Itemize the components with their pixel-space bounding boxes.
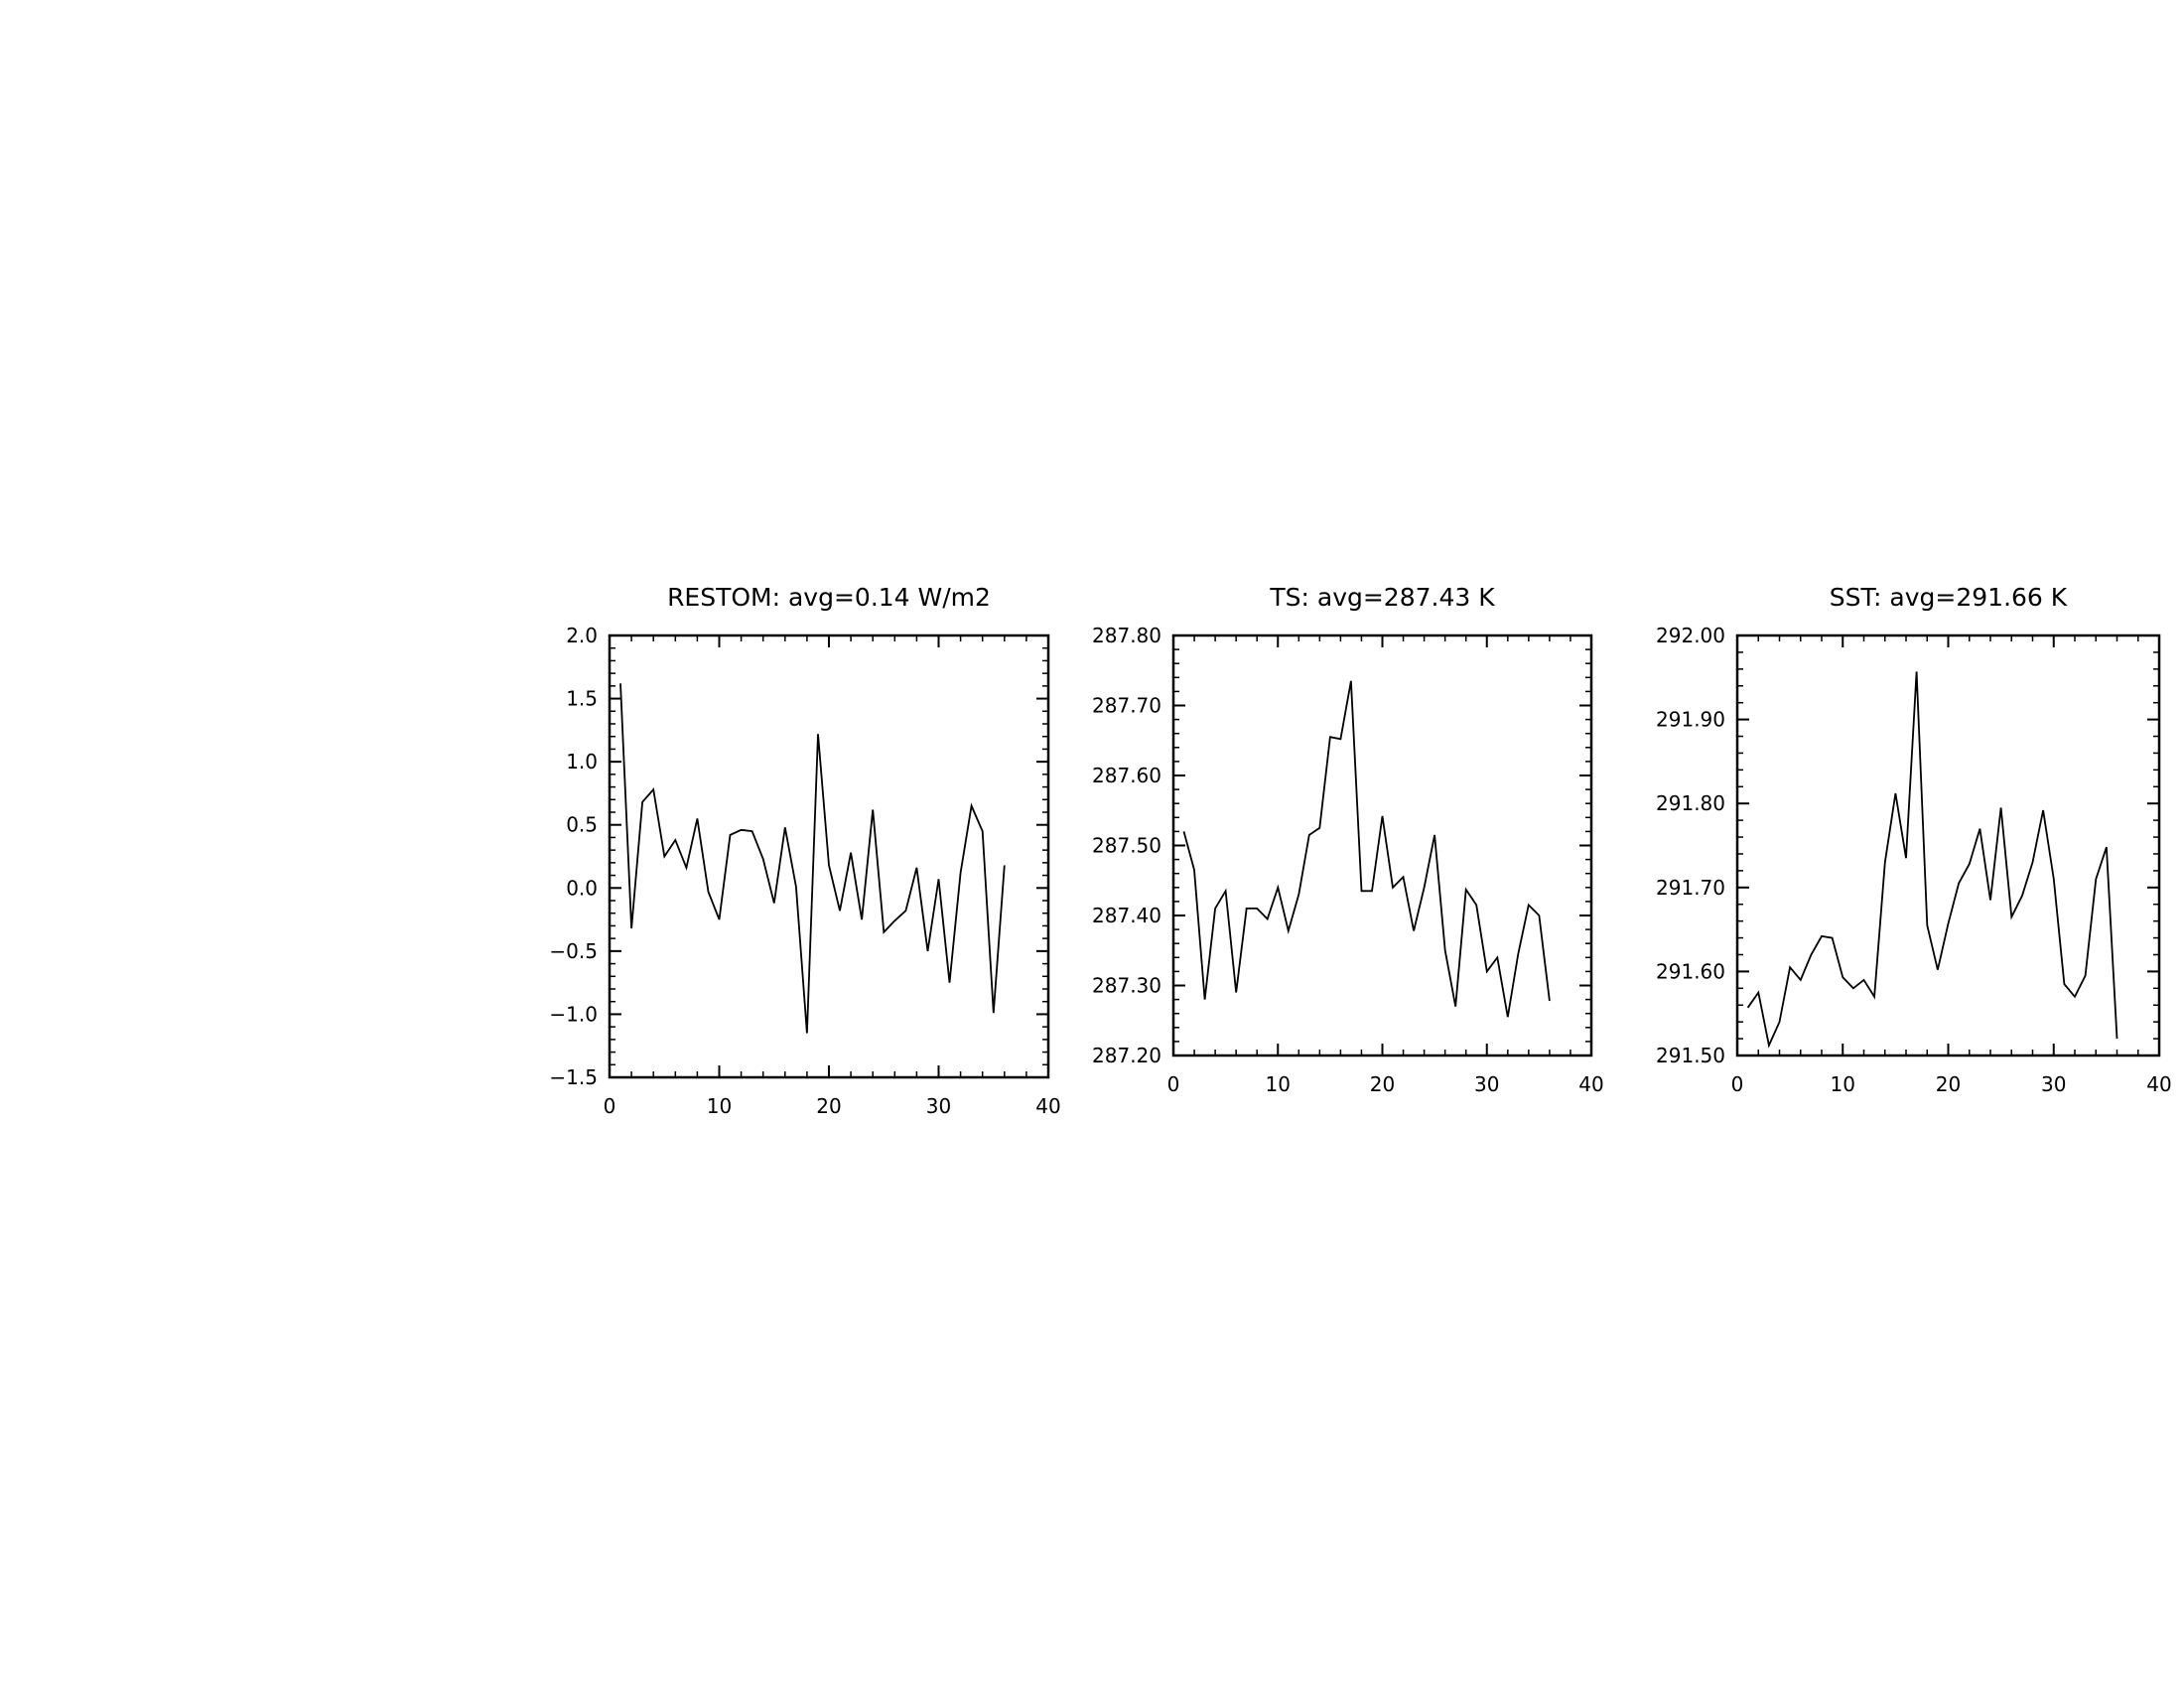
x-tick-label: 0 — [1167, 1072, 1180, 1096]
x-tick-label: 0 — [604, 1094, 616, 1118]
y-tick-label: 291.70 — [1656, 876, 1725, 900]
x-tick-label: 20 — [1370, 1072, 1395, 1096]
plot-frame — [1735, 633, 2161, 1057]
y-tick-label: 291.80 — [1656, 791, 1725, 815]
y-tick-label: 287.30 — [1092, 974, 1161, 998]
y-tick-label: 287.80 — [1092, 624, 1161, 647]
x-tick-label: 30 — [2041, 1072, 2066, 1096]
y-tick-label: 292.00 — [1656, 624, 1725, 647]
y-tick-label: 0.5 — [566, 813, 598, 837]
series-line — [619, 683, 1006, 1034]
y-tick-label: 287.50 — [1092, 834, 1161, 858]
chart-title: SST: avg=291.66 K — [1830, 583, 2068, 612]
x-tick-label: 30 — [926, 1094, 951, 1118]
y-tick-label: 291.90 — [1656, 708, 1725, 732]
x-tick-label: 40 — [2146, 1072, 2171, 1096]
y-tick-label: 287.40 — [1092, 904, 1161, 927]
y-tick-label: −0.5 — [549, 939, 598, 963]
y-tick-label: −1.0 — [549, 1002, 598, 1026]
chart-panel-1: RESTOM: avg=0.14 W/m2 0 10 20 30 40 −1.5 −1.0 −0… — [549, 583, 1060, 1118]
y-tick-label: −1.5 — [549, 1065, 598, 1089]
series-line — [1182, 680, 1551, 1018]
y-tick-label: 287.20 — [1092, 1044, 1161, 1067]
x-tick-label: 20 — [816, 1094, 841, 1118]
y-tick-label: 287.70 — [1092, 694, 1161, 718]
chart-panel-3: SST: avg=291.66 K 0 10 20 30 40 291.50 291.60 29… — [1656, 583, 2172, 1096]
chart-title: RESTOM: avg=0.14 W/m2 — [667, 583, 991, 612]
y-tick-label: 287.60 — [1092, 764, 1161, 787]
y-tick-label: 1.5 — [566, 687, 598, 711]
y-tick-label: 291.60 — [1656, 959, 1725, 983]
chart-title: TS: avg=287.43 K — [1269, 583, 1495, 612]
y-tick-label: 1.0 — [566, 750, 598, 774]
x-tick-label: 40 — [1578, 1072, 1603, 1096]
x-tick-label: 30 — [1474, 1072, 1499, 1096]
chart-panel-2: TS: avg=287.43 K 0 10 20 30 40 287.20 287.30 287… — [1092, 583, 1604, 1096]
x-tick-label: 20 — [1936, 1072, 1961, 1096]
x-tick-label: 40 — [1035, 1094, 1060, 1118]
x-tick-label: 10 — [1266, 1072, 1291, 1096]
x-tick-label: 10 — [1831, 1072, 1855, 1096]
x-tick-label: 0 — [1731, 1072, 1744, 1096]
y-tick-label: 2.0 — [566, 624, 598, 647]
x-tick-label: 10 — [707, 1094, 732, 1118]
y-tick-label: 0.0 — [566, 876, 598, 900]
y-tick-label: 291.50 — [1656, 1044, 1725, 1067]
series-line — [1746, 671, 2118, 1049]
